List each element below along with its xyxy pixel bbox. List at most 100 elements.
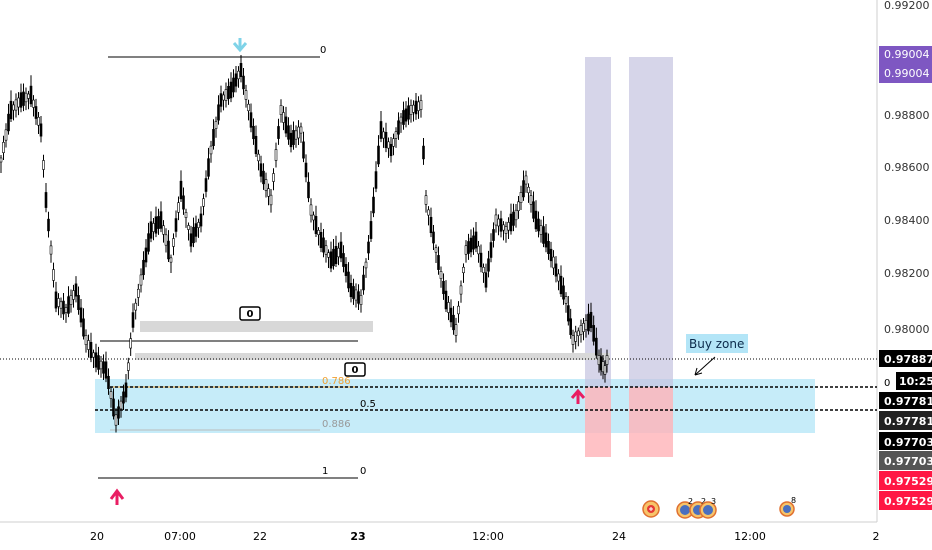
candle-body: [424, 195, 428, 205]
candle-body: [387, 141, 390, 149]
candle-body: [442, 280, 445, 295]
candle-body: [49, 245, 53, 255]
candle-body: [322, 237, 325, 253]
candle-body: [309, 204, 313, 216]
candle-body: [0, 157, 3, 163]
fib-label-0-bottom: 0: [360, 466, 366, 477]
candle-body: [394, 131, 398, 139]
candle-body: [389, 143, 393, 157]
candle-body: [174, 218, 178, 232]
event-icon-5[interactable]: 8: [779, 496, 796, 517]
candle-body: [459, 285, 463, 295]
candle-body: [131, 312, 135, 328]
candle-body: [52, 269, 55, 281]
candle-body: [304, 162, 308, 178]
price-tag-label: 0.97529: [884, 495, 932, 508]
candle-body: [492, 229, 495, 241]
candle-body: [417, 101, 420, 111]
price-tag: 0.97529: [879, 471, 932, 490]
candle-body: [149, 221, 153, 239]
candle-body: [79, 307, 83, 323]
time-axis: 20 07:00 22 23 12:00 24 12:00 2: [90, 530, 880, 543]
candle-body: [282, 112, 285, 123]
price-axis[interactable]: 0.99200 0.98800 0.98600 0.98400 0.98200 …: [884, 0, 930, 336]
candle-body: [274, 149, 278, 161]
candle-body: [527, 186, 530, 194]
candle-body: [89, 341, 93, 359]
buy-zone-label: Buy zone: [689, 337, 744, 351]
candle-body: [204, 178, 208, 192]
candle-body: [422, 145, 425, 160]
candle-body: [144, 247, 148, 263]
candle-body: [427, 209, 430, 216]
candle-body: [482, 266, 485, 274]
candle-body: [377, 145, 380, 165]
candle-body: [54, 291, 58, 309]
candle-body: [549, 248, 553, 262]
candle-body: [379, 121, 383, 139]
marker-badge-1[interactable]: 0: [239, 306, 261, 321]
candle-body: [42, 160, 45, 170]
candle-body: [489, 242, 493, 258]
candle-body: [319, 231, 323, 249]
candle-body: [277, 126, 280, 139]
candle-body: [284, 116, 288, 134]
price-tag-label: 0.99004: [884, 48, 930, 61]
candle-body: [509, 213, 513, 232]
candle-body: [34, 106, 38, 119]
candle-body: [504, 226, 508, 234]
candle-body: [412, 104, 415, 113]
candle-body: [267, 188, 270, 197]
candle-body: [514, 209, 518, 221]
candle-body: [532, 201, 535, 219]
candle-body: [297, 126, 300, 139]
candle-body: [462, 266, 465, 274]
candle-body: [397, 120, 400, 135]
grey-band-upper: [140, 321, 373, 332]
candle-body: [37, 116, 40, 126]
candle-body: [547, 241, 550, 254]
x-tick-label: 07:00: [164, 530, 196, 543]
candle-body: [84, 335, 88, 345]
candle-body: [497, 218, 500, 227]
candle-body: [603, 365, 607, 375]
candle-body: [332, 248, 335, 267]
candle-body: [94, 352, 98, 368]
candle-body: [2, 142, 5, 153]
buy-zone-band[interactable]: [95, 379, 815, 433]
candle-body: [582, 323, 585, 332]
candle-body: [29, 85, 33, 105]
candle-body: [337, 247, 340, 258]
candle-body: [202, 198, 205, 207]
candle-body: [569, 318, 572, 335]
event-icon-1[interactable]: [642, 500, 660, 518]
price-tag-label: 0.97781: [884, 395, 932, 408]
up-arrow-icon-left: [109, 488, 125, 505]
candle-body: [252, 125, 255, 140]
candle-body: [279, 105, 283, 115]
candle-body: [77, 295, 80, 310]
candle-body: [344, 264, 348, 276]
price-tag: 0.97781: [879, 411, 932, 430]
marker-badge-2[interactable]: 0: [344, 362, 366, 377]
candle-body: [27, 93, 30, 99]
candle-body: [222, 94, 225, 101]
candle-body: [477, 245, 480, 255]
countdown-label: 10:25: [899, 375, 932, 388]
red-zone-1: [585, 387, 611, 457]
candle-body: [392, 138, 395, 147]
candle-body: [359, 295, 363, 305]
candle-body: [564, 296, 568, 304]
candle-body: [542, 226, 545, 244]
buy-zone-callout[interactable]: Buy zone: [686, 334, 748, 376]
candle-body: [517, 201, 520, 211]
candle-body: [72, 290, 75, 300]
price-tag-label: 0.97703: [884, 436, 932, 449]
event-badge-count-3: 3: [711, 497, 716, 506]
candle-body: [207, 158, 210, 177]
candle-body: [499, 218, 503, 232]
candle-body: [269, 194, 273, 206]
event-icon-4[interactable]: 3: [699, 497, 717, 519]
candle-body: [242, 75, 245, 90]
